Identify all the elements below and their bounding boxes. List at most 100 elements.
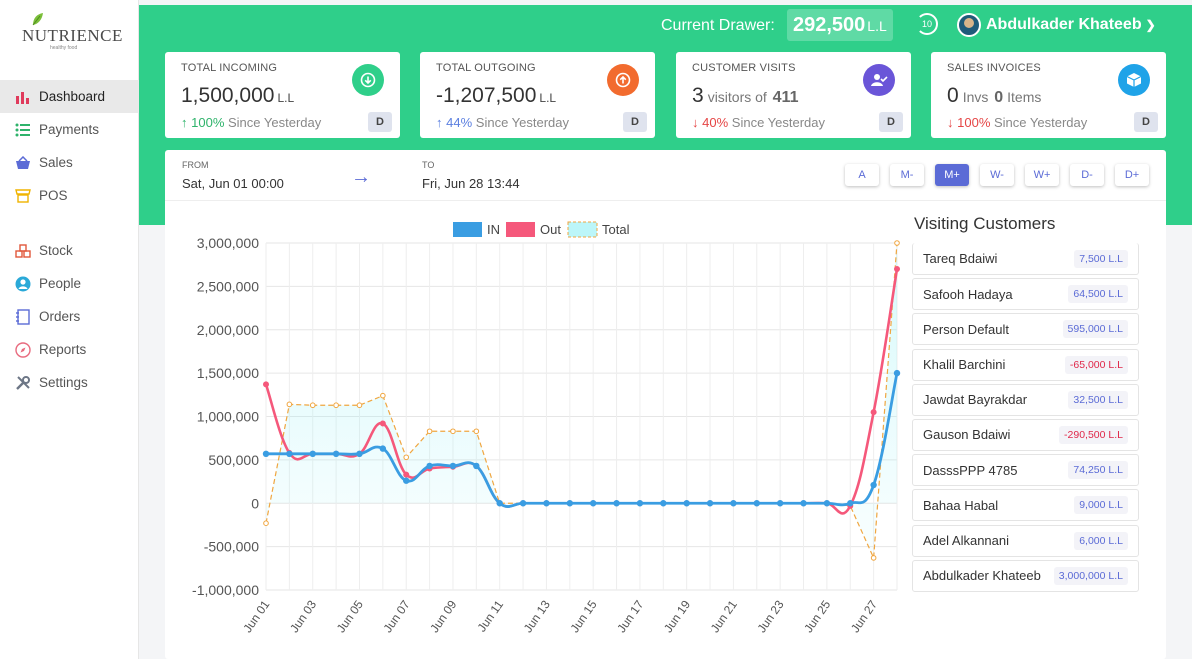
sidebar-nav: Dashboard Payments Sales POS Stock Peopl… [0,80,139,399]
arrow-right-icon: → [351,166,371,188]
customer-row[interactable]: Gauson Bdaiwi -290,500 L.L [912,418,1139,451]
sidebar-item-label: Sales [39,155,73,170]
point-in [753,500,760,507]
y-tick-label: 0 [251,495,259,511]
point-total [333,402,339,409]
series-line-in [265,372,899,508]
sidebar-item-label: Payments [39,122,100,137]
customer-row[interactable]: Jawdat Bayrakdar 32,500 L.L [912,383,1139,416]
y-tick-label: 500,000 [208,452,259,468]
trend-since: Since Yesterday [228,115,322,130]
period-button[interactable]: D [1134,112,1158,132]
customer-row[interactable]: Bahaa Habal 9,000 L.L [912,489,1139,522]
card-value: -1,207,500 L.L [436,84,556,108]
refresh-timer[interactable]: 10 [916,13,938,35]
point-total [286,401,293,408]
point-in [332,450,340,458]
customer-amount: 595,000 L.L [1062,320,1128,339]
range-button-a[interactable]: A [845,164,879,186]
sidebar-item-label: Settings [39,375,88,390]
customer-name: Safooh Hadaya [923,286,1013,302]
customer-row[interactable]: Person Default 595,000 L.L [912,313,1139,346]
customer-row[interactable]: Tareq Bdaiwi 7,500 L.L [912,243,1139,275]
sidebar-item-dashboard[interactable]: Dashboard [0,80,139,113]
customer-row[interactable]: Safooh Hadaya 64,500 L.L [912,278,1139,311]
compass-icon [14,341,32,359]
brand-logo[interactable]: NUTRIENCE healthy food [20,12,122,52]
range-button-week-next[interactable]: W+ [1025,164,1059,186]
period-button[interactable]: D [368,112,392,132]
y-tick-label: 2,000,000 [197,322,259,338]
trend-pct: 44% [446,115,473,130]
sidebar-item-label: Dashboard [39,89,106,104]
sidebar-item-reports[interactable]: Reports [0,333,139,366]
range-button-day-prev[interactable]: D- [1070,164,1104,186]
x-tick-label: Jun 17 [614,597,646,635]
point-in [847,500,854,507]
point-in [496,500,503,507]
card-title: TOTAL OUTGOING [436,62,536,74]
point-in [870,481,877,489]
card-trend: ↑ 44% Since Yesterday [436,115,569,130]
customer-row[interactable]: Adel Alkannani 6,000 L.L [912,524,1139,557]
sidebar-item-settings[interactable]: Settings [0,366,139,399]
user-check-icon [863,64,895,96]
customer-row[interactable]: Abdulkader Khateeb 3,000,000 L.L [912,559,1139,592]
incoming-unit: L.L [277,91,295,105]
y-tick-label: -500,000 [204,539,259,555]
customer-visits-card: CUSTOMER VISITS 3 visitors of 411 ↓ 40% S… [676,52,911,138]
point-in [660,500,667,507]
sidebar-item-pos[interactable]: POS [0,179,139,212]
from-date[interactable]: Sat, Jun 01 00:00 [182,176,284,191]
range-button-month-prev[interactable]: M- [890,164,924,186]
point-total [870,555,877,561]
total-outgoing-card: TOTAL OUTGOING -1,207,500 L.L ↑ 44% Since… [420,52,655,138]
period-button[interactable]: D [879,112,903,132]
customer-name: DasssPPP 4785 [923,462,1018,478]
total-incoming-card: TOTAL INCOMING 1,500,000 L.L ↑ 100% Since… [165,52,400,138]
range-button-day-next[interactable]: D+ [1115,164,1149,186]
customer-amount: -65,000 L.L [1064,355,1128,374]
range-button-week-prev[interactable]: W- [980,164,1014,186]
sidebar-item-orders[interactable]: Orders [0,300,139,333]
x-tick-label: Jun 23 [754,597,786,635]
customer-row[interactable]: Khalil Barchini -65,000 L.L [912,348,1139,381]
range-button-month-next[interactable]: M+ [935,164,969,186]
point-in [636,500,644,507]
point-in [566,500,574,507]
point-in [730,500,737,507]
customer-amount: 7,500 L.L [1074,249,1128,268]
point-in [589,500,597,507]
total-area [266,243,897,558]
point-in [403,477,410,484]
card-value: 1,500,000 L.L [181,84,294,108]
sidebar-item-stock[interactable]: Stock [0,234,139,267]
period-button[interactable]: D [623,112,647,132]
sidebar-item-sales[interactable]: Sales [0,146,139,179]
point-total [473,428,480,435]
point-total [894,240,900,246]
tools-icon [14,374,32,392]
user-name: Abdulkader Khateeb [986,16,1142,33]
customer-row[interactable]: DasssPPP 4785 74,250 L.L [912,454,1139,487]
point-in [800,500,807,507]
sidebar-item-people[interactable]: People [0,267,139,300]
card-trend: ↑ 100% Since Yesterday [181,115,321,130]
point-in [683,500,690,507]
arrow-up-circle-icon [607,64,639,96]
box-icon [1118,64,1150,96]
avatar [957,13,981,37]
point-in [543,500,550,507]
legend-label: IN [487,222,500,237]
y-tick-label: 2,500,000 [197,278,259,294]
point-total [450,428,456,435]
visits-word: visitors of [707,89,767,105]
sidebar-item-payments[interactable]: Payments [0,113,139,146]
to-date[interactable]: Fri, Jun 28 13:44 [422,176,520,191]
arrow-down-circle-icon [352,64,384,96]
customer-amount: 6,000 L.L [1074,531,1128,550]
legend-swatch [453,222,482,237]
user-menu[interactable]: Abdulkader Khateeb ❯ [957,13,1156,37]
x-tick-label: Jun 19 [661,597,693,635]
series-line-total [265,242,898,559]
